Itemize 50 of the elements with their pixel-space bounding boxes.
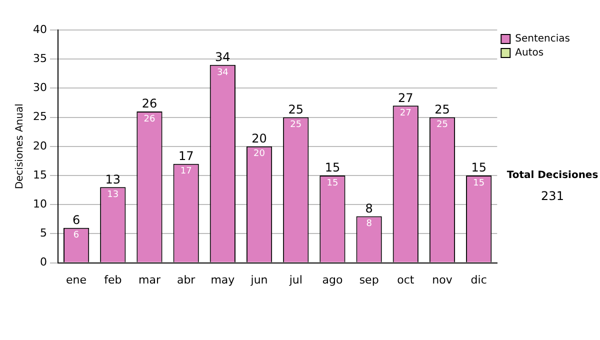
total-label: 20 <box>252 132 267 146</box>
total-label: 17 <box>178 148 194 163</box>
x-tick-label: may <box>210 273 236 286</box>
data-label: 15 <box>473 178 485 188</box>
x-tick-label: oct <box>397 273 415 286</box>
data-label: 27 <box>400 108 412 119</box>
y-tick-label: 0 <box>40 256 47 269</box>
data-label: 34 <box>216 68 229 78</box>
total-label: 26 <box>142 96 158 111</box>
x-tick-label: jun <box>250 273 268 286</box>
text: Total Decisiones <box>506 170 600 181</box>
y-tick-label: 35 <box>32 52 47 65</box>
data-label: 13 <box>107 190 119 200</box>
x-tick-label: mar <box>138 273 161 286</box>
x-tick-label: ene <box>66 273 87 286</box>
total-label: 8 <box>365 201 373 216</box>
data-label: 26 <box>144 114 156 124</box>
data-label: 25 <box>290 120 302 130</box>
data-label: 6 <box>73 230 80 241</box>
text: 231 <box>540 189 565 203</box>
data-label: 17 <box>180 166 192 177</box>
total-label: 27 <box>398 90 414 105</box>
total-label: 15 <box>471 160 486 175</box>
total-label: 25 <box>434 102 450 116</box>
x-tick-label: dic <box>470 273 487 286</box>
x-tick-label: jul <box>288 273 302 286</box>
total-label: 15 <box>324 160 340 175</box>
y-tick-label: 30 <box>32 81 47 94</box>
legend-label: Sentencias <box>515 34 570 45</box>
y-tick-label: 25 <box>32 110 47 124</box>
y-tick-label: 5 <box>40 226 47 240</box>
data-label: 8 <box>366 219 372 230</box>
total-label: 6 <box>72 213 80 228</box>
legend-label: Autos <box>515 48 544 59</box>
data-label: 20 <box>254 149 266 160</box>
y-tick-label: 10 <box>32 197 47 210</box>
y-tick-label: 15 <box>32 168 47 182</box>
total-label: 25 <box>288 102 304 116</box>
y-axis-title: Decisiones Anual <box>14 104 26 190</box>
x-tick-label: sep <box>359 273 379 286</box>
total-label: 34 <box>215 50 230 64</box>
data-label: 15 <box>326 178 338 188</box>
y-tick-label: 40 <box>32 22 47 36</box>
y-tick-label: 20 <box>32 139 47 152</box>
x-tick-label: feb <box>104 273 122 286</box>
x-tick-label: nov <box>432 273 453 286</box>
x-tick-label: abr <box>176 273 196 286</box>
x-tick-label: ago <box>322 273 343 286</box>
data-label: 25 <box>436 120 448 130</box>
total-label: 13 <box>105 172 121 186</box>
